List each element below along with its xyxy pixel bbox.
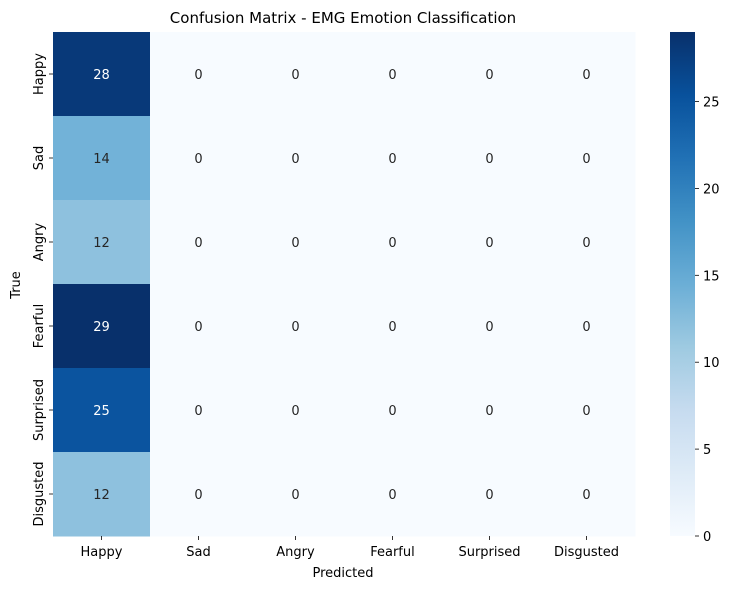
x-axis-ticks: Happy Sad Angry Fearful Surprised Disgusted [81, 536, 619, 560]
heatmap-cell [538, 200, 636, 285]
cell-value-label: 0 [194, 152, 202, 167]
heatmap-cell [53, 368, 151, 453]
cell-value-label: 0 [291, 152, 299, 167]
cell-value-label: 0 [291, 68, 299, 83]
heatmap-cell [247, 284, 345, 369]
heatmap-cell [344, 32, 442, 117]
cell-value-label: 0 [388, 404, 396, 419]
heatmap-cell [247, 200, 345, 285]
x-axis-label: Predicted [312, 566, 373, 581]
heatmap-cell [441, 32, 539, 117]
heatmap-cell [538, 452, 636, 537]
y-tick-label: Happy [32, 53, 47, 95]
cell-value-label: 0 [485, 152, 493, 167]
y-axis-label: True [9, 271, 24, 300]
y-tick-label: Surprised [32, 379, 47, 441]
heatmap-cell [150, 452, 248, 537]
cell-value-label: 0 [388, 488, 396, 503]
cell-value-label: 0 [194, 404, 202, 419]
cell-value-label: 0 [582, 68, 590, 83]
y-axis-ticks: Happy Sad Angry Fearful Surprised Disgusted [32, 53, 53, 527]
cell-value-label: 0 [291, 236, 299, 251]
cell-value-label: 0 [291, 320, 299, 335]
heatmap-cell [53, 200, 151, 285]
heatmap-cell [441, 200, 539, 285]
heatmap-cell [247, 368, 345, 453]
chart-title: Confusion Matrix - EMG Emotion Classific… [170, 9, 516, 27]
heatmap-cell [150, 368, 248, 453]
cell-value-label: 12 [93, 488, 110, 503]
heatmap-cell [441, 116, 539, 201]
colorbar [670, 32, 695, 536]
heatmap-cell [150, 32, 248, 117]
heatmap-cell [150, 200, 248, 285]
x-tick-label: Sad [186, 545, 210, 560]
cell-value-label: 0 [582, 152, 590, 167]
y-tick-label: Disgusted [32, 461, 47, 526]
heatmap-cell [344, 284, 442, 369]
heatmap-cell [538, 284, 636, 369]
cell-value-label: 0 [388, 320, 396, 335]
heatmap-cell [150, 284, 248, 369]
cell-value-label: 29 [93, 320, 110, 335]
colorbar-tick-label: 20 [703, 182, 720, 197]
cell-value-label: 14 [93, 152, 110, 167]
x-tick-label: Happy [81, 545, 123, 560]
cell-value-label: 12 [93, 236, 110, 251]
cell-value-label: 0 [388, 236, 396, 251]
heatmap-cell [538, 32, 636, 117]
cell-value-label: 0 [582, 488, 590, 503]
heatmap-cell [538, 116, 636, 201]
heatmap-cell [344, 200, 442, 285]
heatmap-cell [53, 116, 151, 201]
heatmap-cell [53, 284, 151, 369]
cell-value-label: 0 [194, 488, 202, 503]
colorbar-tick-label: 5 [703, 443, 711, 458]
cell-value-label: 25 [93, 404, 110, 419]
colorbar-ticks: 0 5 10 15 20 25 [695, 96, 720, 545]
y-tick-label: Angry [32, 222, 47, 261]
cell-value-label: 0 [194, 236, 202, 251]
x-tick-label: Fearful [370, 545, 415, 560]
heatmap-cell [344, 452, 442, 537]
cell-value-label: 0 [291, 404, 299, 419]
cell-value-label: 0 [485, 404, 493, 419]
heatmap-cell [247, 116, 345, 201]
colorbar-tick-label: 15 [703, 269, 720, 284]
heatmap-cell [441, 452, 539, 537]
cell-value-label: 0 [485, 488, 493, 503]
heatmap-cell [150, 116, 248, 201]
cell-value-label: 0 [582, 236, 590, 251]
y-tick-label: Fearful [32, 304, 47, 349]
cell-value-label: 0 [485, 236, 493, 251]
colorbar-tick-label: 10 [703, 356, 720, 371]
cell-value-label: 0 [194, 68, 202, 83]
heatmap-cell [538, 368, 636, 453]
colorbar-tick-label: 25 [703, 96, 720, 111]
x-tick-label: Surprised [458, 545, 520, 560]
cell-value-label: 0 [194, 320, 202, 335]
heatmap-cell [247, 452, 345, 537]
heatmap-cell [344, 116, 442, 201]
cell-value-label: 0 [485, 320, 493, 335]
heatmap-cell [53, 32, 151, 117]
colorbar-tick-label: 0 [703, 530, 711, 545]
cell-value-label: 28 [93, 68, 110, 83]
x-tick-label: Angry [276, 545, 315, 560]
cell-value-label: 0 [485, 68, 493, 83]
cell-value-label: 0 [582, 404, 590, 419]
cell-value-label: 0 [388, 68, 396, 83]
cell-value-label: 0 [291, 488, 299, 503]
cell-value-label: 0 [582, 320, 590, 335]
cell-value-label: 0 [388, 152, 396, 167]
heatmap-cell [441, 368, 539, 453]
heatmap-cell [53, 452, 151, 537]
heatmap-cell [344, 368, 442, 453]
y-tick-label: Sad [32, 146, 47, 170]
x-tick-label: Disgusted [554, 545, 619, 560]
heatmap-cell [441, 284, 539, 369]
heatmap-cells: 28 0 0 0 0 0 14 0 0 0 0 0 12 0 0 0 0 0 29 0 0 0 0 0 25 0 0 0 0 0 12 0 0 0… [53, 32, 636, 537]
heatmap-cell [247, 32, 345, 117]
